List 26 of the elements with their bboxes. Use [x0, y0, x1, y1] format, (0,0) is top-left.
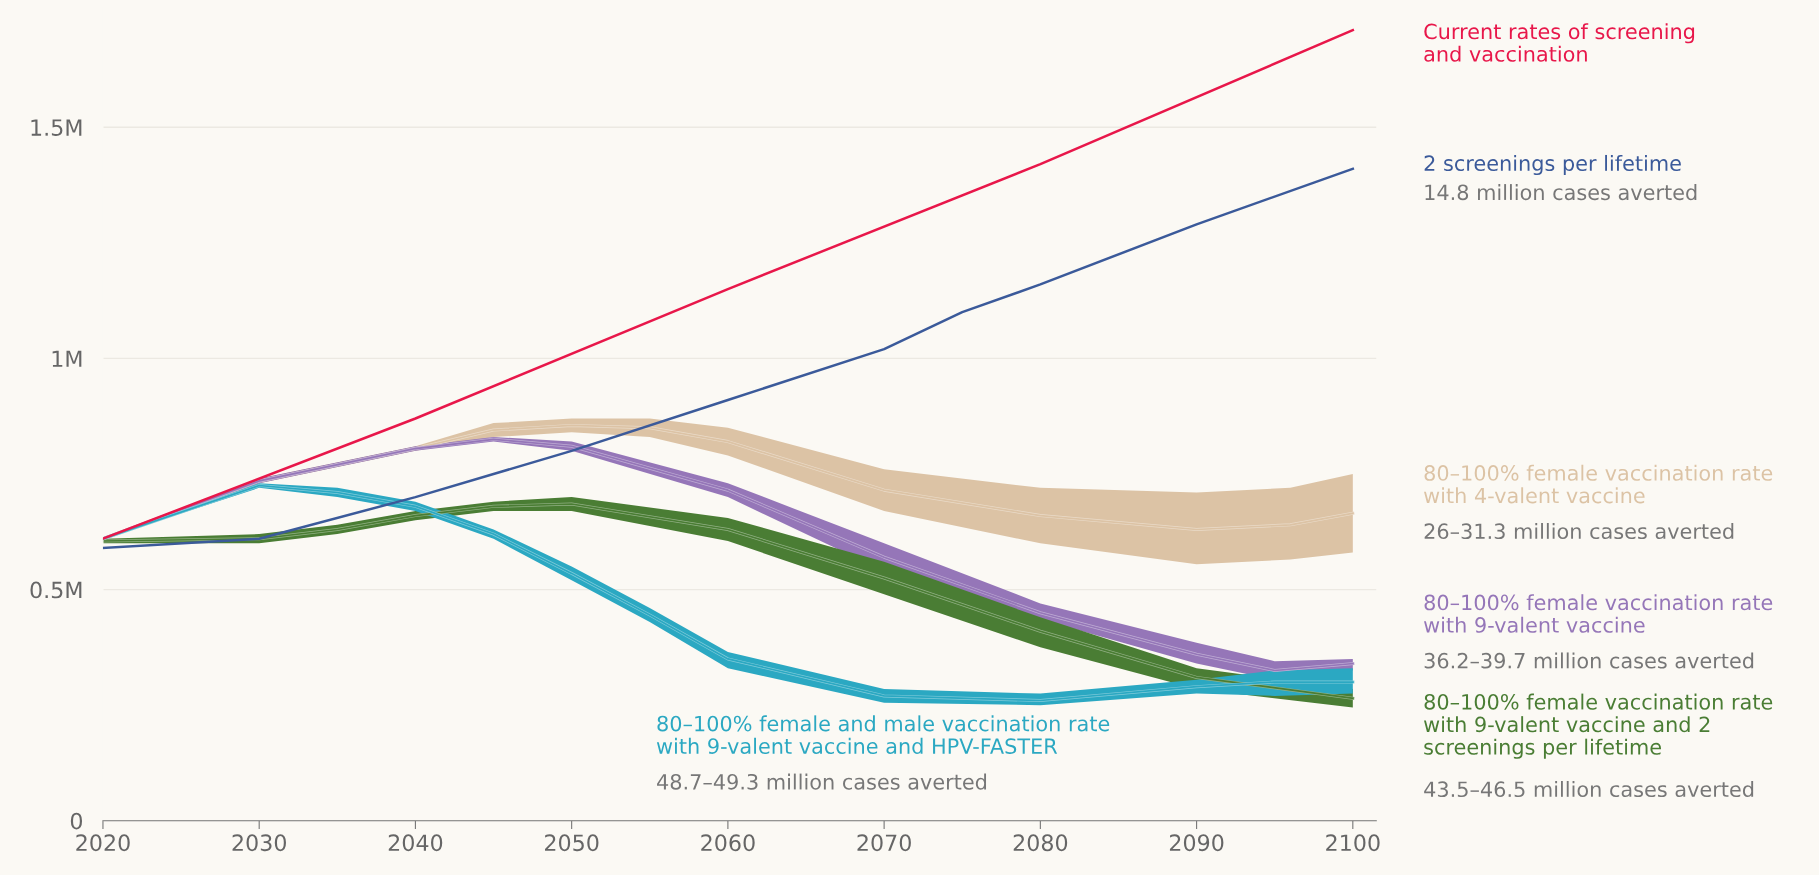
y-tick-label: 1M: [52, 350, 82, 367]
text: 43.5–46.5 million cases averted: [1424, 780, 1754, 798]
y-tick-label: 0: [70, 812, 83, 830]
line-series: [102, 28, 1355, 540]
text: 80–100% female vaccination rate with 4-valent vaccine: [1424, 464, 1773, 504]
text: 36.2–39.7 million cases averted: [1424, 652, 1754, 669]
annotation: 48.7–49.3 million cases averted: [657, 773, 987, 790]
x-tick-label: 2040: [388, 834, 443, 852]
x-tick-label: 2020: [76, 834, 130, 852]
x-tick-label: 2080: [1013, 834, 1068, 852]
text: 2 screenings per lifetime: [1424, 154, 1681, 176]
text: 26–31.3 million cases averted: [1424, 522, 1734, 540]
y-tick-label: 0.5M: [30, 581, 82, 599]
text: 80–100% female vaccination rate with 9-valent vaccine: [1424, 594, 1773, 633]
x-tick-label: 2050: [545, 834, 599, 852]
text: Current rates of screening and vaccination: [1424, 23, 1695, 62]
line-series: [102, 167, 1355, 550]
x-tick-label: 2100: [1326, 834, 1380, 852]
x-tick-label: 2070: [857, 834, 911, 852]
x-tick-label: 2060: [701, 834, 755, 852]
text: 14.8 million cases averted: [1425, 184, 1697, 201]
text: 80–100% female vaccination rate with 9-valent vaccine and 2 screenings per lifetime: [1424, 693, 1773, 759]
x-tick-label: 2030: [232, 834, 286, 852]
series-label: 80–100% female and male vaccination rate with 9-valent vaccine and HPV-FASTER: [656, 715, 1110, 754]
x-tick-label: 2090: [1169, 834, 1224, 852]
y-tick-label: 1.5M: [31, 119, 82, 136]
